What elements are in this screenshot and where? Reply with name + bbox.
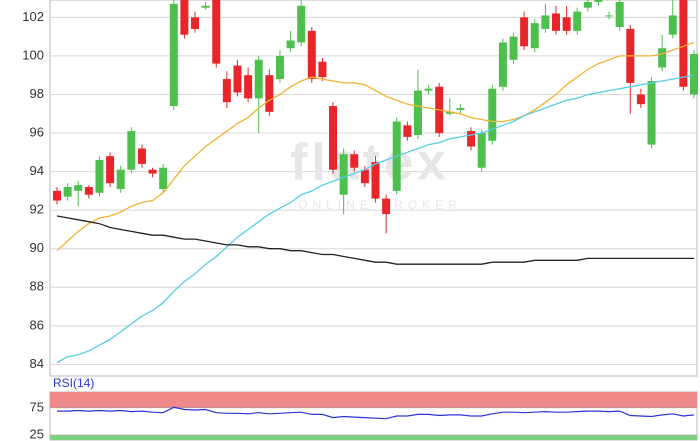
y-tick-label: 90	[30, 240, 44, 255]
y-tick-label: 84	[30, 356, 44, 371]
candle-body	[169, 3, 178, 107]
moving-average	[56, 74, 695, 364]
candle-body	[137, 148, 146, 164]
candle-body	[201, 5, 210, 8]
y-tick-label: 94	[30, 163, 44, 178]
candle-body	[679, 0, 688, 87]
y-tick-label: 75	[30, 399, 44, 414]
candle-body	[180, 0, 189, 35]
candle-body	[636, 94, 645, 105]
candle-body	[53, 190, 61, 201]
plot-area	[49, 0, 698, 377]
watermark-tagline: ONLINE BROKER	[298, 198, 462, 212]
candle-body	[106, 156, 115, 184]
candle-body	[382, 198, 391, 215]
y-tick-label: 100	[22, 47, 44, 62]
panel-title: RSI(14)	[53, 376, 94, 390]
rsi-line	[57, 406, 695, 420]
moving-average	[56, 215, 694, 265]
candle-body	[605, 15, 614, 17]
y-tick-label: 86	[30, 317, 44, 332]
y-tick-label: 96	[30, 124, 44, 139]
candle-body	[573, 11, 582, 31]
candle-body	[509, 36, 518, 60]
candle-body	[254, 59, 263, 99]
candle-body	[116, 169, 125, 189]
candle-body	[360, 169, 369, 184]
candle-body	[498, 42, 507, 87]
candle-body	[286, 40, 295, 49]
y-tick-label: 92	[30, 202, 44, 217]
y-tick-label: 88	[30, 279, 44, 294]
candle-body	[297, 5, 306, 43]
candle-body	[594, 0, 603, 2]
candle-body	[212, 0, 221, 64]
candle-body	[530, 23, 539, 49]
candle-body	[307, 30, 316, 80]
candle-body	[424, 88, 433, 91]
candle-body	[562, 17, 571, 31]
candle-body	[658, 48, 667, 68]
candle-body	[329, 106, 338, 170]
candle-body	[244, 75, 253, 99]
candle-body	[488, 88, 497, 141]
candle-body	[148, 169, 157, 174]
oversold-band	[50, 435, 697, 440]
candle-body	[583, 1, 592, 8]
y-tick-label: 102	[22, 9, 44, 24]
candle-body	[222, 79, 231, 103]
candle-body	[520, 17, 529, 47]
candle-body	[265, 75, 274, 112]
moving-average	[56, 41, 695, 252]
candle-body	[403, 125, 412, 137]
candle-body	[159, 167, 168, 189]
candle-body	[84, 187, 93, 195]
candle-body	[74, 185, 83, 191]
candle-body	[477, 133, 486, 168]
y-tick-label: 98	[30, 86, 44, 101]
candle-body	[541, 15, 550, 29]
candle-body	[371, 161, 380, 199]
y-tick-label: 25	[30, 427, 44, 441]
candle-body	[647, 80, 656, 145]
candle-body	[445, 111, 454, 114]
candle-body	[275, 55, 284, 80]
candle-body	[467, 131, 476, 147]
candle-body	[690, 53, 698, 95]
candle-body	[615, 1, 624, 27]
candle-body	[456, 107, 465, 110]
candle-body	[127, 131, 136, 170]
candle-body	[318, 61, 327, 78]
candle-body	[63, 187, 72, 197]
candle-body	[668, 15, 677, 35]
candle-body	[191, 17, 200, 29]
candle-body	[350, 154, 359, 168]
candle-body	[339, 154, 348, 195]
overbought-band	[50, 392, 697, 408]
candle-body	[233, 65, 242, 93]
candle-body	[413, 90, 422, 135]
watermark-logo: flatex	[290, 134, 450, 192]
candle-body	[95, 160, 104, 193]
candle-body	[551, 13, 560, 31]
